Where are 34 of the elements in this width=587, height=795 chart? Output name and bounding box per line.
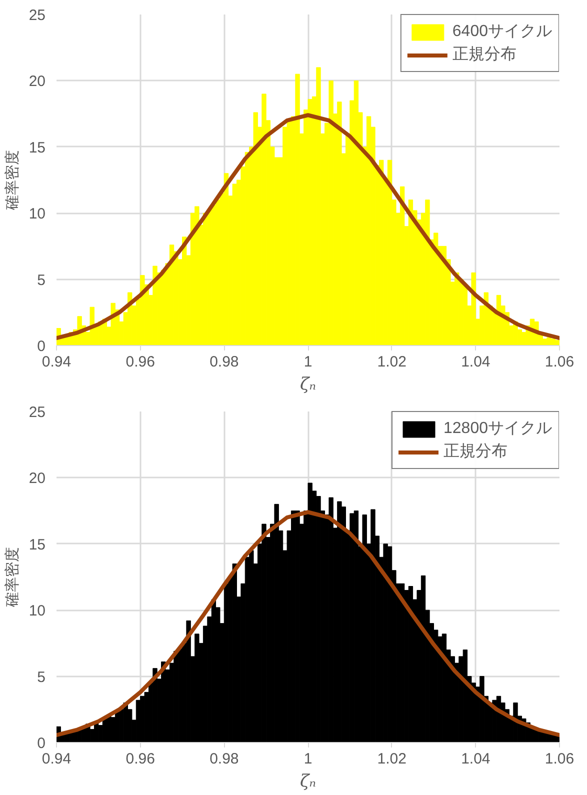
y-tick-label: 20: [28, 73, 46, 90]
x-tick-label: 1: [304, 354, 312, 370]
y-tick-label: 15: [28, 536, 46, 554]
y-tick-label: 0: [37, 338, 46, 355]
x-tick-label: 1.06: [544, 354, 574, 370]
x-tick-label: 0.94: [42, 354, 72, 370]
y-tick-label: 5: [37, 272, 46, 289]
legend-label: 正規分布: [444, 442, 508, 462]
x-axis-title: ζₙ: [300, 374, 316, 394]
x-tick-label: 1.02: [377, 750, 406, 768]
y-axis-title: 確率密度: [4, 150, 21, 211]
y-tick-label: 0: [37, 735, 46, 752]
y-tick-label: 20: [28, 470, 46, 488]
x-tick-label: 0.98: [210, 750, 239, 768]
y-tick-label: 25: [28, 404, 46, 421]
x-tick-label: 0.98: [210, 354, 239, 370]
y-tick-label: 10: [28, 206, 46, 223]
x-tick-label: 1: [304, 750, 312, 768]
x-tick-label: 1.04: [461, 354, 490, 370]
x-tick-label: 1.02: [377, 354, 406, 370]
y-axis-title: 確率密度: [4, 547, 21, 608]
x-tick-label: 0.96: [126, 354, 155, 370]
x-tick-label: 0.96: [126, 750, 155, 768]
x-tick-label: 0.94: [42, 750, 72, 768]
y-tick-label: 15: [28, 139, 46, 156]
y-tick-label: 5: [37, 668, 46, 686]
legend-label: 12800サイクル: [444, 419, 552, 439]
legend-label: 6400サイクル: [452, 22, 552, 42]
x-tick-label: 1.06: [544, 750, 574, 768]
x-tick-label: 1.04: [461, 750, 490, 768]
legend-label: 正規分布: [452, 45, 516, 65]
y-tick-label: 10: [28, 602, 46, 620]
y-tick-label: 25: [28, 7, 46, 24]
x-axis-title: ζₙ: [300, 772, 316, 792]
